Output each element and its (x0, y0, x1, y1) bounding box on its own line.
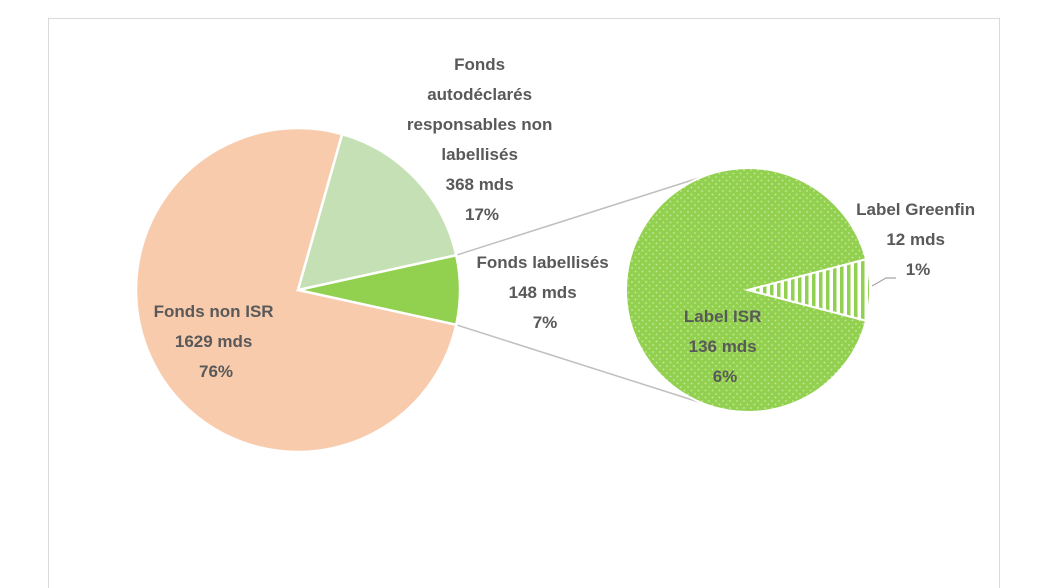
main-pie (134, 126, 462, 454)
slice-non_isr (134, 126, 458, 454)
slice-auto (296, 132, 458, 292)
leader-lines (871, 277, 896, 287)
leader-greenfin (871, 277, 896, 287)
connector-bottom (455, 324, 703, 404)
connector-top (455, 176, 703, 256)
connector-lines (455, 176, 703, 404)
label-fonds-autodeclares: Fonds autodéclarés responsables non labe… (407, 55, 557, 224)
label-label-greenfin: Label Greenfin 12 mds 1% (856, 200, 980, 279)
slice-greenfin (744, 258, 871, 322)
secondary-pie (625, 167, 871, 413)
pie-of-pie-chart: Fonds non ISR 1629 mds 76% Fonds autodéc… (134, 55, 980, 454)
label-fonds-non-isr: Fonds non ISR 1629 mds 76% (154, 302, 279, 381)
label-label-isr: Label ISR 136 mds 6% (684, 307, 766, 386)
label-fonds-labellises: Fonds labellisés 148 mds 7% (477, 253, 614, 332)
